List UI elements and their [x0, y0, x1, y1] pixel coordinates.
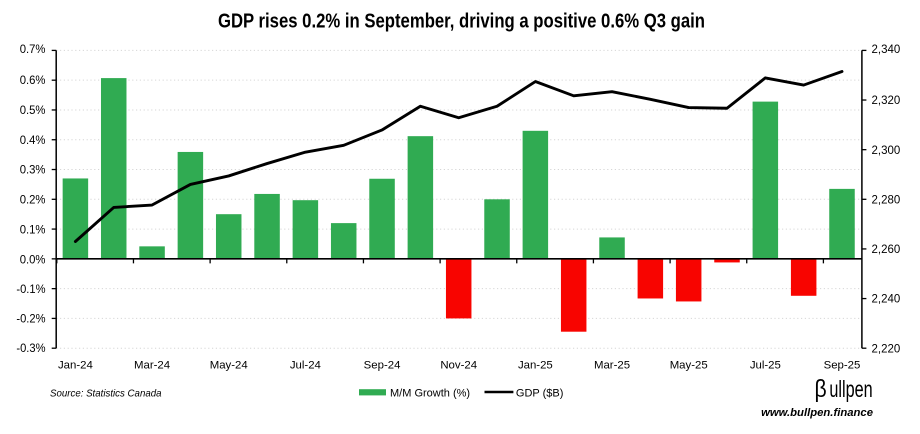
svg-text:May-25: May-25 [670, 359, 708, 371]
svg-text:Source: Statistics Canada: Source: Statistics Canada [50, 388, 162, 399]
svg-text:ullpen: ullpen [829, 376, 872, 402]
svg-text:2,260: 2,260 [872, 242, 901, 256]
svg-text:0.4%: 0.4% [20, 133, 46, 147]
svg-text:Sep-25: Sep-25 [824, 359, 861, 371]
svg-text:Jul-24: Jul-24 [290, 359, 321, 371]
svg-text:GDP rises 0.2% in September, d: GDP rises 0.2% in September, driving a p… [218, 10, 705, 32]
svg-text:May-24: May-24 [210, 359, 248, 371]
svg-text:Mar-24: Mar-24 [134, 359, 170, 371]
svg-text:0.2%: 0.2% [20, 193, 46, 207]
svg-text:2,220: 2,220 [872, 342, 901, 356]
svg-text:Mar-25: Mar-25 [594, 359, 630, 371]
svg-text:0.1%: 0.1% [20, 223, 46, 237]
svg-text:2,300: 2,300 [872, 143, 901, 157]
svg-text:0.5%: 0.5% [20, 103, 46, 117]
svg-text:0.6%: 0.6% [20, 73, 46, 87]
svg-text:2,280: 2,280 [872, 193, 901, 207]
svg-text:Sep-24: Sep-24 [364, 359, 401, 371]
svg-text:www.bullpen.finance: www.bullpen.finance [761, 407, 873, 419]
svg-text:Jul-25: Jul-25 [750, 359, 781, 371]
svg-text:2,320: 2,320 [872, 93, 901, 107]
svg-text:0.3%: 0.3% [20, 163, 46, 177]
svg-text:GDP ($B): GDP ($B) [516, 388, 563, 400]
svg-text:2,340: 2,340 [872, 42, 901, 56]
svg-text:M/M Growth (%): M/M Growth (%) [390, 388, 470, 400]
svg-text:2,240: 2,240 [872, 292, 901, 306]
svg-text:-0.2%: -0.2% [16, 312, 45, 326]
svg-text:0.0%: 0.0% [20, 253, 46, 267]
svg-text:-0.3%: -0.3% [16, 341, 45, 355]
svg-text:0.7%: 0.7% [20, 42, 46, 56]
svg-text:-0.1%: -0.1% [16, 282, 45, 296]
svg-text:Jan-25: Jan-25 [518, 359, 553, 371]
svg-text:Jan-24: Jan-24 [58, 359, 93, 371]
svg-text:Nov-24: Nov-24 [440, 359, 477, 371]
svg-text:β: β [815, 375, 827, 403]
